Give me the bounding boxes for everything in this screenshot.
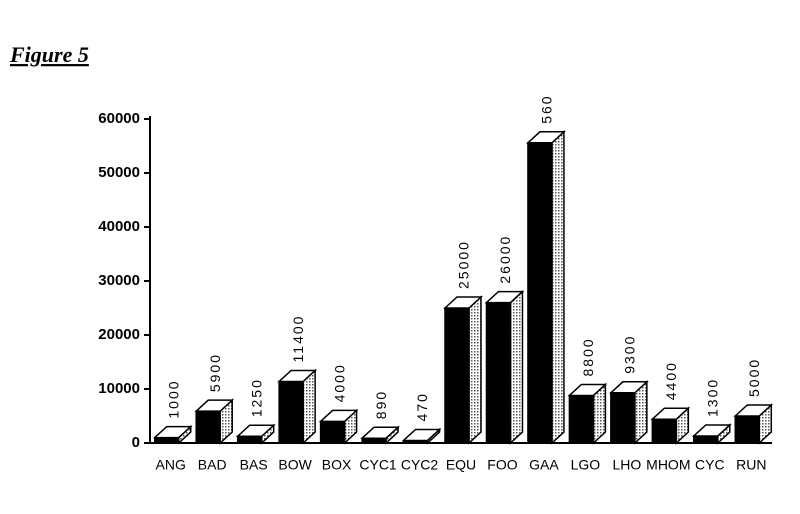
value-label: 11400 xyxy=(290,315,306,363)
bar xyxy=(527,142,553,444)
y-tick-label: 50000 xyxy=(98,164,140,181)
bar xyxy=(195,410,221,444)
value-label: 4400 xyxy=(663,361,679,400)
bar-top xyxy=(733,404,774,417)
bar-top xyxy=(608,381,649,394)
bar xyxy=(651,418,678,444)
value-label: 4000 xyxy=(331,363,347,402)
bar-top xyxy=(484,290,525,304)
bar xyxy=(319,420,346,444)
bar-top xyxy=(401,428,442,442)
chart-title: Figure 5 xyxy=(9,42,89,67)
x-tick-label: CYC2 xyxy=(401,457,439,473)
bar-top xyxy=(277,369,318,383)
bar-top xyxy=(360,426,400,439)
value-label: 5000 xyxy=(746,358,762,397)
y-tick-label: 10000 xyxy=(98,380,140,397)
x-tick-label: GAA xyxy=(529,457,559,473)
y-tick-label: 40000 xyxy=(98,218,140,235)
bar-top xyxy=(567,383,608,397)
x-tick-label: CYC xyxy=(695,457,725,473)
value-label: 8800 xyxy=(580,337,596,376)
y-tick-label: 20000 xyxy=(98,326,140,343)
bar xyxy=(444,307,470,444)
x-tick-label: ANG xyxy=(156,457,186,473)
bar xyxy=(568,394,595,444)
x-tick-label: FOO xyxy=(487,457,517,473)
bar-top xyxy=(526,131,566,144)
value-label: 25000 xyxy=(456,240,472,289)
bar-side xyxy=(302,368,316,445)
bar-top xyxy=(318,409,359,423)
bar-side xyxy=(551,130,565,445)
x-tick-label: CYC1 xyxy=(359,457,397,473)
x-tick-label: EQU xyxy=(446,457,476,473)
y-tick-label: 0 xyxy=(132,434,140,451)
bar xyxy=(278,380,304,444)
value-label: 1300 xyxy=(705,378,721,417)
bar xyxy=(236,435,263,444)
bar-top xyxy=(152,425,193,439)
bar xyxy=(610,392,636,444)
x-tick-label: RUN xyxy=(736,457,766,473)
value-label: 1250 xyxy=(248,378,264,417)
value-label: 560 xyxy=(539,94,555,123)
bar xyxy=(693,435,719,444)
value-label: 890 xyxy=(373,390,389,419)
x-tick-label: BAD xyxy=(198,457,227,473)
value-label: 470 xyxy=(414,392,430,421)
bar-top xyxy=(691,424,732,437)
x-tick-label: LGO xyxy=(571,457,601,473)
y-tick-label: 60000 xyxy=(98,110,140,127)
bar xyxy=(485,301,512,444)
bar-top xyxy=(235,424,276,437)
value-label: 26000 xyxy=(497,235,513,284)
bar-top xyxy=(443,296,483,309)
value-label: 5900 xyxy=(207,353,223,392)
x-tick-label: BOW xyxy=(278,457,312,473)
bar-side xyxy=(468,295,482,445)
bar xyxy=(734,415,761,444)
bar-top xyxy=(194,399,235,412)
bar-side xyxy=(509,289,524,445)
value-label: 1000 xyxy=(165,379,181,418)
x-tick-label: MHOM xyxy=(646,457,690,473)
y-tick-label: 30000 xyxy=(98,272,140,289)
x-tick-label: BAS xyxy=(240,457,268,473)
bar xyxy=(153,436,180,444)
x-tick-label: BOX xyxy=(322,457,352,473)
bar-top xyxy=(650,407,691,420)
x-tick-label: LHO xyxy=(612,457,641,473)
value-label: 9300 xyxy=(622,335,638,374)
